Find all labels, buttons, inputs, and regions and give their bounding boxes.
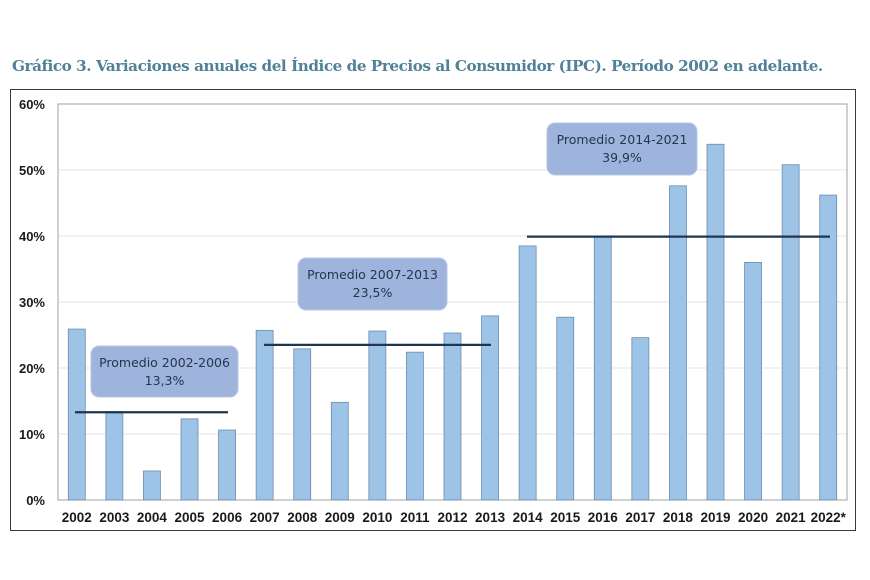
average-annotation: Promedio 2014-2021 39,9% <box>546 122 698 176</box>
x-tick-label: 2013 <box>475 510 506 525</box>
y-tick-label: 0% <box>26 493 45 508</box>
x-tick-label: 2009 <box>325 510 355 525</box>
bar-2013 <box>481 315 499 501</box>
y-axis-ticks: 0% 10% 20% 30% 40% 50% 60% <box>19 97 45 508</box>
x-tick-label: 2003 <box>99 510 130 525</box>
annotation-label: Promedio 2002-2006 <box>99 355 230 370</box>
x-tick-label: 2016 <box>588 510 619 525</box>
x-tick-label: 2017 <box>625 510 655 525</box>
bar-2018 <box>669 185 687 501</box>
x-tick-label: 2018 <box>663 510 694 525</box>
bar-2004 <box>143 470 161 501</box>
bar-2008 <box>293 348 312 501</box>
x-tick-label: 2015 <box>550 510 581 525</box>
bar-2015 <box>556 316 575 501</box>
x-tick-label: 2005 <box>174 510 205 525</box>
bar-2016 <box>593 236 612 501</box>
x-axis-ticks: 2002 2003 2004 2005 2006 2007 2008 2009 2010 2011… <box>62 510 847 525</box>
y-tick-label: 40% <box>19 229 45 244</box>
average-annotation: Promedio 2007-2013 23,5% <box>297 257 448 311</box>
x-tick-label: 2022* <box>811 510 847 525</box>
x-tick-label: 2020 <box>738 510 768 525</box>
bars <box>67 143 838 501</box>
bar-2020 <box>744 261 762 501</box>
x-tick-label: 2004 <box>137 510 168 525</box>
x-tick-label: 2002 <box>62 510 92 525</box>
bar-2005 <box>180 418 199 501</box>
annotation-label: Promedio 2007-2013 <box>307 267 438 282</box>
x-tick-label: 2007 <box>250 510 280 525</box>
x-tick-label: 2011 <box>400 510 430 525</box>
y-tick-label: 20% <box>19 361 45 376</box>
x-tick-label: 2008 <box>287 510 318 525</box>
y-tick-label: 30% <box>19 295 45 310</box>
x-tick-label: 2014 <box>513 510 544 525</box>
annotation-value: 13,3% <box>145 373 185 388</box>
annotation-value: 23,5% <box>353 285 393 300</box>
bar-2014 <box>518 245 537 501</box>
bar-2019 <box>706 143 725 501</box>
bar-2021 <box>781 164 800 501</box>
annotation-box <box>90 345 239 398</box>
bar-2007 <box>255 329 274 501</box>
x-tick-label: 2010 <box>362 510 392 525</box>
x-tick-label: 2021 <box>776 510 807 525</box>
average-annotations: Promedio 2002-2006 13,3% Promedio 2007-201… <box>90 122 698 398</box>
bar-2022* <box>819 194 838 501</box>
bar-2011 <box>406 351 424 501</box>
x-tick-label: 2006 <box>212 510 243 525</box>
annotation-value: 39,9% <box>602 150 642 165</box>
x-tick-label: 2019 <box>700 510 730 525</box>
x-tick-label: 2012 <box>437 510 467 525</box>
chart-frame <box>10 89 856 531</box>
bar-2002 <box>67 328 86 501</box>
bar-2006 <box>218 429 236 501</box>
y-tick-label: 50% <box>19 163 45 178</box>
bar-2009 <box>330 401 349 501</box>
chart-title: Gráfico 3. Variaciones anuales del Índic… <box>12 57 823 75</box>
y-tick-label: 10% <box>19 427 45 442</box>
bar-2017 <box>631 337 650 501</box>
y-tick-label: 60% <box>19 97 45 112</box>
annotation-label: Promedio 2014-2021 <box>557 132 688 147</box>
average-lines <box>75 235 830 414</box>
annotation-box <box>546 122 698 176</box>
bar-2010 <box>368 330 387 501</box>
bar-2012 <box>443 332 462 501</box>
average-annotation: Promedio 2002-2006 13,3% <box>90 345 239 398</box>
bar-2003 <box>105 411 124 501</box>
annotation-box <box>297 257 448 311</box>
